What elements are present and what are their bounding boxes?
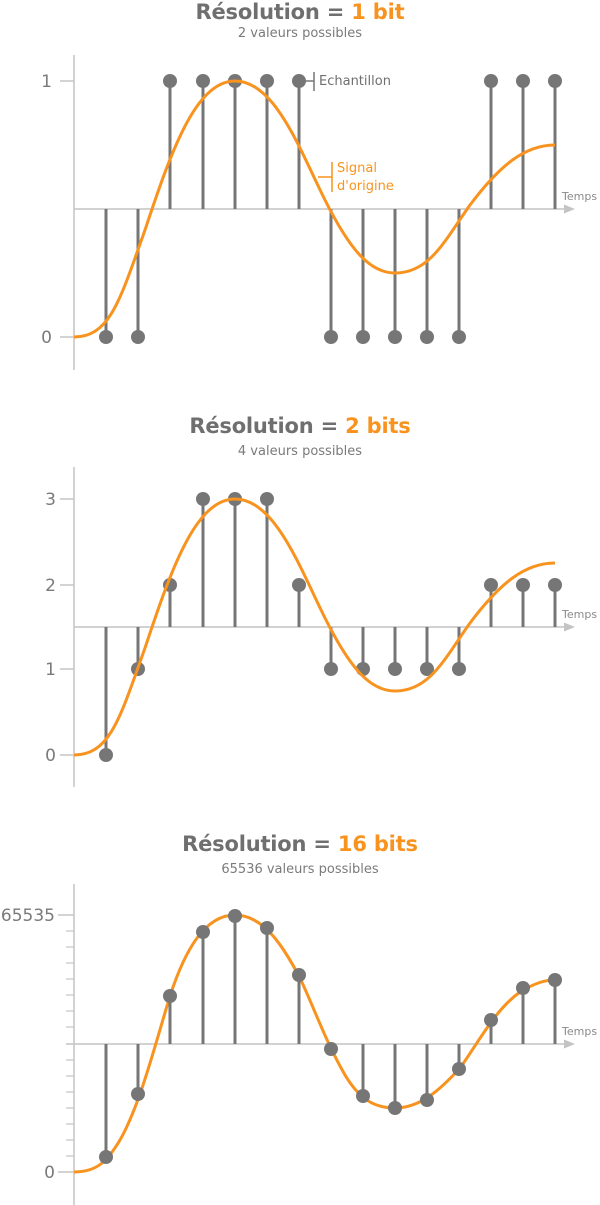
x-axis-arrow-icon — [564, 622, 575, 632]
sample-annotation: Echantillon — [299, 72, 391, 91]
panel-2-bits: Résolution = 2 bits 4 valeurs possibles — [0, 0, 600, 459]
panel-title: Résolution = 16 bits — [0, 832, 600, 856]
x-axis-label: Temps — [561, 1025, 597, 1038]
y-tick-label: 3 — [45, 490, 56, 510]
title-accent: 1 bit — [351, 0, 405, 24]
x-axis-arrow-icon — [564, 204, 575, 214]
chart-1-bit: 1 0 Temps Echantillon — [41, 55, 597, 370]
y-minor-ticks — [66, 930, 74, 1157]
y-tick-label: 0 — [45, 746, 56, 766]
samples — [99, 909, 562, 1164]
title-prefix: Résolution = — [182, 832, 338, 856]
sample-label: Echantillon — [319, 74, 391, 89]
title-prefix: Résolution = — [189, 414, 346, 438]
title-prefix: Résolution = — [195, 0, 352, 24]
title-accent: 16 bits — [337, 832, 418, 856]
panel-16-bits: Résolution = 16 bits 65536 valeurs possi… — [0, 0, 600, 877]
original-signal-curve — [73, 913, 556, 1174]
samples — [99, 492, 562, 762]
signal-label-line1: Signal — [337, 161, 377, 176]
panel-subtitle: 2 valeurs possibles — [237, 26, 363, 41]
x-axis-label: Temps — [561, 608, 597, 621]
title-accent: 2 bits — [345, 414, 411, 438]
original-signal-curve — [73, 497, 556, 757]
chart-2-bits: 3 2 1 0 Temps — [45, 467, 597, 787]
original-signal-curve — [73, 79, 556, 339]
x-axis-label: Temps — [561, 190, 597, 203]
y-tick-label: 65535 — [1, 906, 55, 926]
y-tick-label: 1 — [41, 72, 52, 92]
y-tick-label: 1 — [45, 660, 56, 680]
panel-subtitle: 4 valeurs possibles — [237, 444, 363, 459]
signal-label-line2: d'origine — [337, 179, 394, 194]
y-tick-label: 0 — [41, 328, 52, 348]
panel-1-bit: Résolution = 1 bit 2 valeurs possibles — [0, 0, 600, 390]
panel-title: Résolution = 1 bit — [0, 0, 600, 24]
y-tick-label: 2 — [45, 576, 56, 596]
chart-16-bits: 65535 0 Temps — [1, 884, 597, 1205]
y-tick-label: 0 — [44, 1163, 55, 1183]
panel-title: Résolution = 2 bits — [0, 414, 600, 438]
x-axis-arrow-icon — [564, 1039, 575, 1049]
signal-annotation: Signal d'origine — [318, 161, 394, 194]
panel-subtitle: 65536 valeurs possibles — [221, 862, 379, 877]
